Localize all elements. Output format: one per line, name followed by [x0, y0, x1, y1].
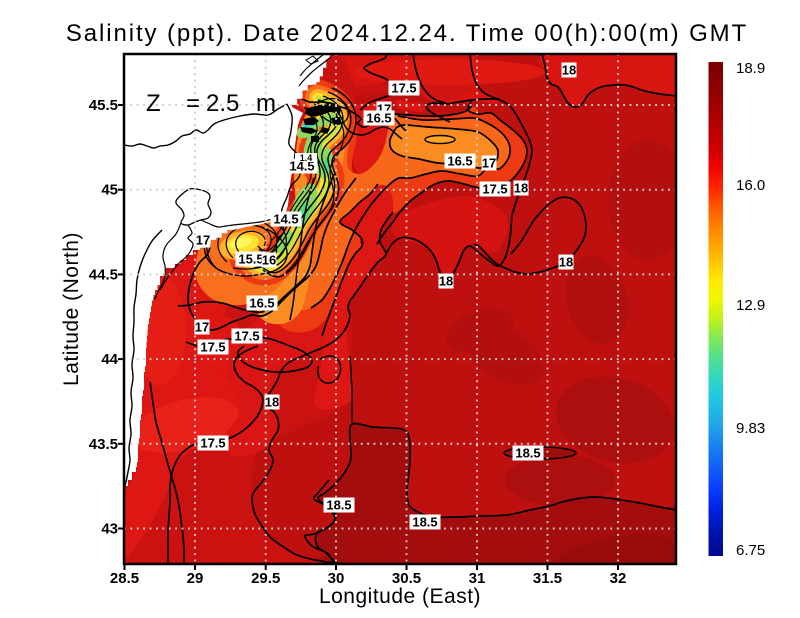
svg-text:16.0: 16.0	[736, 177, 765, 194]
svg-text:18.5: 18.5	[412, 515, 437, 530]
svg-text:44: 44	[101, 351, 118, 368]
svg-text:17: 17	[482, 156, 496, 171]
svg-text:15.5: 15.5	[238, 252, 263, 267]
svg-text:12.9: 12.9	[736, 297, 765, 314]
svg-text:16.5: 16.5	[249, 296, 274, 311]
svg-text:Longitude (East): Longitude (East)	[319, 585, 481, 608]
svg-text:18: 18	[439, 274, 453, 289]
svg-text:17: 17	[196, 233, 210, 248]
svg-text:18.9: 18.9	[736, 60, 765, 77]
svg-text:29: 29	[187, 570, 204, 587]
svg-text:16: 16	[262, 253, 276, 268]
svg-text:32: 32	[610, 570, 627, 587]
svg-text:29.5: 29.5	[251, 570, 280, 587]
svg-text:43.5: 43.5	[89, 436, 118, 453]
svg-text:44.5: 44.5	[89, 266, 118, 283]
svg-text:45: 45	[101, 182, 118, 199]
svg-text:18: 18	[562, 63, 576, 78]
svg-text:Salinity (ppt). Date 2024.12.2: Salinity (ppt). Date 2024.12.24. Time 00…	[66, 20, 748, 47]
svg-text:30: 30	[328, 570, 345, 587]
svg-text:16.5: 16.5	[447, 154, 472, 169]
svg-text:16.5: 16.5	[366, 111, 391, 126]
svg-text:18: 18	[514, 181, 528, 196]
svg-text:31.5: 31.5	[533, 570, 562, 587]
svg-text:18.5: 18.5	[326, 498, 351, 513]
svg-text:Z: Z	[146, 90, 161, 117]
svg-text:14.5: 14.5	[273, 212, 298, 227]
svg-text:9.83: 9.83	[736, 420, 765, 437]
svg-text:Latitude (North): Latitude (North)	[60, 232, 83, 386]
svg-text:17.5: 17.5	[482, 182, 507, 197]
svg-text:43: 43	[101, 521, 118, 538]
svg-text:17.5: 17.5	[391, 81, 416, 96]
svg-text:18: 18	[265, 395, 279, 410]
svg-text:m: m	[256, 90, 276, 117]
svg-text:1.4: 1.4	[300, 153, 313, 163]
svg-text:30.5: 30.5	[392, 570, 421, 587]
svg-text:14.5: 14.5	[289, 159, 314, 174]
svg-text:28.5: 28.5	[110, 570, 139, 587]
svg-text:17: 17	[195, 320, 209, 335]
svg-text:17.5: 17.5	[200, 436, 225, 451]
svg-text:31: 31	[469, 570, 486, 587]
svg-text:17.5: 17.5	[234, 329, 259, 344]
svg-text:17.5: 17.5	[200, 340, 225, 355]
svg-text:2.5: 2.5	[206, 90, 239, 117]
svg-text:=: =	[186, 90, 200, 117]
svg-text:18.5: 18.5	[515, 446, 540, 461]
svg-text:6.75: 6.75	[736, 542, 765, 559]
svg-text:45.5: 45.5	[89, 97, 118, 114]
svg-text:18: 18	[559, 255, 573, 270]
